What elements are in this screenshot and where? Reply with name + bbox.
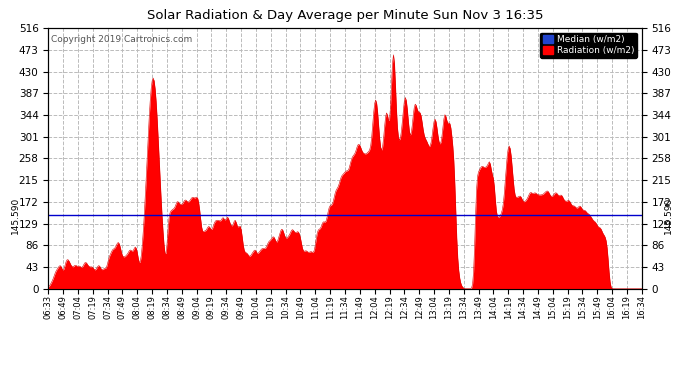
- Text: 145.590: 145.590: [664, 196, 673, 234]
- Text: 145.590: 145.590: [11, 196, 20, 234]
- Legend: Median (w/m2), Radiation (w/m2): Median (w/m2), Radiation (w/m2): [540, 33, 637, 58]
- Text: Solar Radiation & Day Average per Minute Sun Nov 3 16:35: Solar Radiation & Day Average per Minute…: [147, 9, 543, 22]
- Text: Copyright 2019 Cartronics.com: Copyright 2019 Cartronics.com: [51, 34, 193, 44]
